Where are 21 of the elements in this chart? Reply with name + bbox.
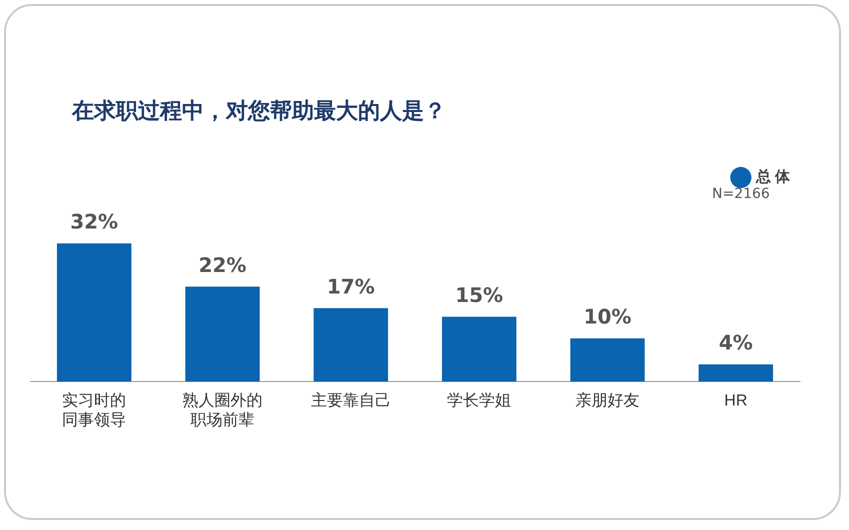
bar [442, 316, 516, 382]
bar [698, 364, 774, 382]
data-label: 4% [718, 330, 753, 355]
data-label: 22% [198, 252, 246, 277]
x-tick-label: 实习时的同事领导 [62, 392, 126, 429]
data-label: 10% [584, 304, 632, 329]
bar [314, 308, 388, 382]
x-tick-label: 亲朋好友 [576, 392, 640, 410]
bar [185, 286, 260, 382]
bar [56, 243, 132, 382]
x-tick-label: 学长学姐 [447, 392, 512, 410]
data-label: 17% [326, 274, 375, 298]
x-tick-label: 主要靠自己 [310, 392, 391, 410]
legend-label: 总 体 [754, 168, 791, 186]
chart-title: 在求职过程中，对您帮助最大的人是？ [72, 98, 446, 126]
text: N=2166 [712, 186, 770, 202]
x-tick-label: 熟人圈外的职场前辈 [182, 392, 262, 429]
x-tick-label: HR [724, 392, 748, 410]
data-label: 32% [70, 210, 118, 234]
data-label: 15% [455, 283, 504, 308]
bar [570, 338, 645, 382]
